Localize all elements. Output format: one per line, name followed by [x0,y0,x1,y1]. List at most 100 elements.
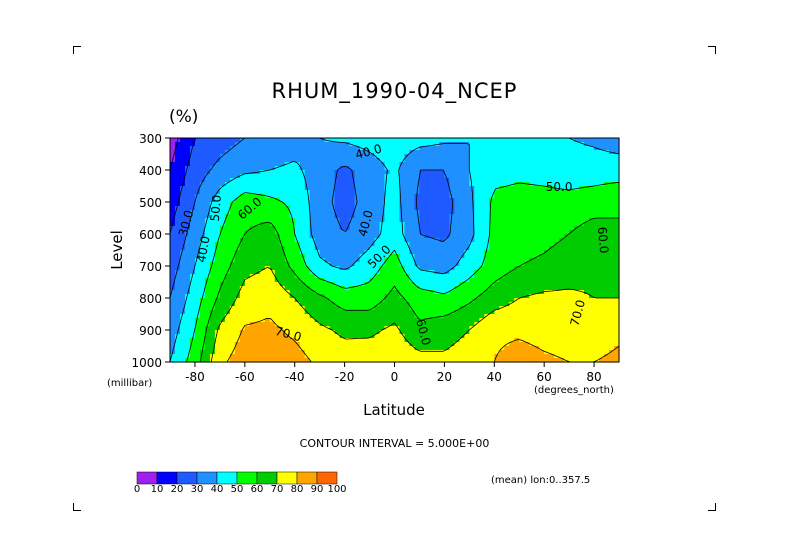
contour-cell [314,262,321,267]
contour-cell [539,234,545,239]
contour-cell [364,138,371,143]
contour-cell [269,170,276,175]
contour-cell [429,222,436,227]
contour-cell [544,174,550,179]
contour-cell [489,154,495,159]
contour-cell [494,262,500,267]
contour-cell [239,178,246,183]
contour-cell [534,318,540,323]
contour-cell [559,274,565,279]
contour-cell [249,358,256,363]
contour-cell [574,318,580,323]
contour-cell [334,162,341,167]
contour-cell [524,278,530,283]
contour-cell [564,194,570,199]
contour-cell [474,214,480,219]
contour-cell [564,318,570,323]
contour-cell [184,358,191,363]
contour-cell [324,206,331,211]
contour-cell [274,218,281,223]
contour-cell [409,278,416,283]
contour-cell [234,290,241,295]
contour-cell [379,306,386,311]
contour-cell [479,198,485,203]
contour-cell [494,326,500,331]
contour-cell [379,146,386,151]
contour-cell [274,138,281,143]
contour-cell [239,230,246,235]
contour-cell [389,342,396,347]
contour-cell [449,262,455,267]
contour-cell [579,150,585,155]
contour-cell [529,286,535,291]
contour-cell [579,298,585,303]
contour-cell [234,286,241,291]
contour-cell [369,338,376,343]
contour-cell [170,310,176,315]
contour-cell [269,294,276,299]
contour-cell [309,322,316,327]
contour-cell [389,142,396,147]
contour-cell [244,278,251,283]
contour-cell [489,270,495,275]
contour-cell [319,246,326,251]
contour-cell [170,150,176,155]
contour-cell [434,218,440,223]
contour-cell [424,166,431,171]
contour-cell [544,338,550,343]
contour-cell [534,334,540,339]
contour-cell [504,230,510,235]
contour-cell [264,282,271,287]
contour-cell [179,218,186,223]
contour-cell [479,146,485,151]
contour-cell [604,266,610,271]
contour-cell [549,210,555,215]
contour-cell [264,202,271,207]
contour-cell [194,198,201,203]
contour-cell [409,246,416,251]
contour-cell [374,226,381,231]
contour-cell [469,290,475,295]
contour-cell [284,194,291,199]
contour-cell [459,230,465,235]
contour-cell [424,154,431,159]
contour-cell [294,334,301,339]
contour-cell [614,238,620,243]
contour-cell [584,306,590,311]
contour-cell [574,142,580,147]
contour-cell [309,178,316,183]
contour-cell [239,214,246,219]
contour-cell [609,278,615,283]
contour-cell [384,202,391,207]
contour-cell [479,150,485,155]
contour-cell [399,326,406,331]
contour-cell [614,206,620,211]
contour-cell [469,310,475,315]
contour-cell [324,238,331,243]
contour-cell [319,278,326,283]
contour-cell [329,302,336,307]
contour-cell [339,146,346,151]
contour-cell [199,226,206,231]
contour-cell [274,298,281,303]
contour-cell [349,290,356,295]
contour-cell [189,202,196,207]
contour-cell [439,294,445,299]
contour-cell [354,242,361,247]
contour-cell [414,310,421,315]
contour-cell [394,138,401,143]
contour-cell [574,306,580,311]
contour-cell [589,342,595,347]
contour-cell [409,266,416,271]
contour-cell [469,146,475,151]
contour-cell [569,178,575,183]
contour-cell [244,214,251,219]
contour-cell [359,342,366,347]
contour-cell [204,222,211,227]
contour-cell [389,354,396,359]
contour-cell [319,214,326,219]
contour-cell [589,162,595,167]
contour-cell [294,262,301,267]
contour-cell [259,226,266,231]
contour-cell [594,158,600,163]
